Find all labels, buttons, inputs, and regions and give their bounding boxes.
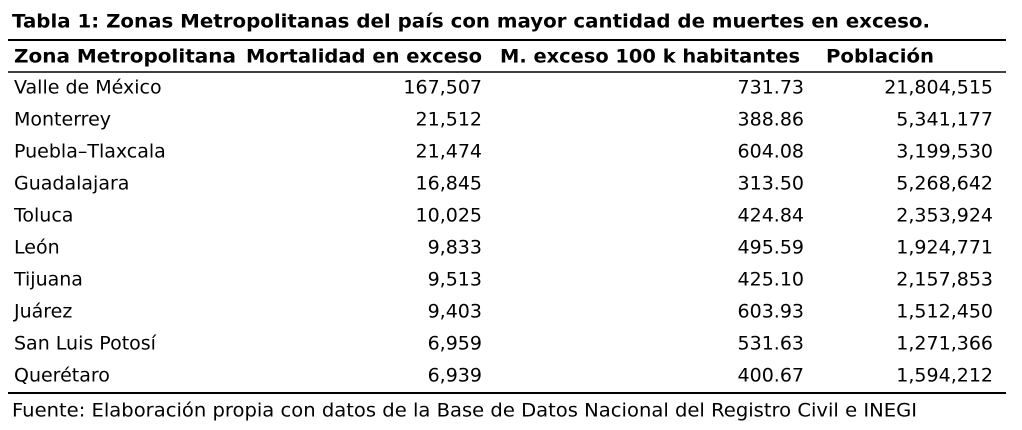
- table-cell: 1,594,212: [896, 365, 993, 387]
- table-cell: 21,804,515: [884, 77, 993, 99]
- row-label: Monterrey: [14, 109, 111, 131]
- table-cell: 167,507: [403, 77, 482, 99]
- table-cell: 603.93: [738, 301, 804, 323]
- table-cell: 9,513: [428, 269, 482, 291]
- table-cell: 400.67: [738, 365, 804, 387]
- table-cell: 9,833: [428, 237, 482, 259]
- table-cell: 6,959: [428, 333, 482, 355]
- row-label: Tijuana: [13, 269, 83, 291]
- table-cell: 1,512,450: [896, 301, 993, 323]
- table-cell: 2,353,924: [896, 205, 993, 227]
- table-cell: 6,939: [428, 365, 482, 387]
- row-label: Valle de México: [14, 77, 162, 99]
- table-cell: 5,341,177: [896, 109, 993, 131]
- header-cell: Zona Metropolitana: [14, 46, 236, 68]
- table-cell: 424.84: [738, 205, 804, 227]
- table-cell: 604.08: [738, 141, 804, 163]
- row-label: León: [14, 237, 60, 259]
- table-footer: Fuente: Elaboración propia con datos de …: [12, 400, 917, 422]
- table-cell: 9,403: [428, 301, 482, 323]
- table-cell: 16,845: [416, 173, 482, 195]
- header-cell: Mortalidad en exceso: [246, 46, 482, 68]
- table-cell: 2,157,853: [896, 269, 993, 291]
- table-cell: 3,199,530: [896, 141, 993, 163]
- header-cell: M. exceso 100 k habitantes: [500, 46, 800, 68]
- table-cell: 388.86: [738, 109, 804, 131]
- row-label: San Luis Potosí: [14, 333, 157, 355]
- header-cell: Población: [826, 46, 934, 68]
- row-label: Guadalajara: [14, 173, 129, 195]
- row-label: Querétaro: [14, 365, 110, 387]
- table-cell: 5,268,642: [896, 173, 993, 195]
- table-cell: 1,271,366: [896, 333, 993, 355]
- row-label: Puebla–Tlaxcala: [14, 141, 166, 163]
- row-label: Toluca: [13, 205, 73, 227]
- table-cell: 531.63: [738, 333, 804, 355]
- table-cell: 10,025: [416, 205, 482, 227]
- table-cell: 313.50: [738, 173, 804, 195]
- table-cell: 731.73: [738, 77, 804, 99]
- table-title: Tabla 1: Zonas Metropolitanas del país c…: [12, 11, 930, 33]
- table-cell: 495.59: [738, 237, 804, 259]
- table-cell: 21,474: [416, 141, 482, 163]
- table-cell: 425.10: [738, 269, 804, 291]
- row-label: Juárez: [13, 301, 72, 323]
- table-cell: 1,924,771: [896, 237, 993, 259]
- table-cell: 21,512: [416, 109, 482, 131]
